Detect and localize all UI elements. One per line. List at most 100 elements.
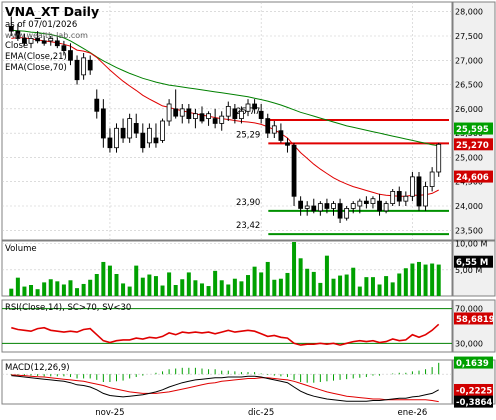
macd-panel-frame bbox=[1, 359, 453, 405]
macd-line bbox=[11, 375, 439, 402]
candle-body bbox=[416, 176, 422, 207]
volume-bar bbox=[232, 278, 237, 296]
candle-body bbox=[298, 200, 304, 209]
volume-bar bbox=[193, 280, 198, 296]
candle-body bbox=[357, 200, 363, 207]
volume-bar bbox=[134, 265, 139, 296]
volume-bar bbox=[199, 283, 204, 296]
price-legend-entry: Close bbox=[5, 41, 28, 51]
candle-body bbox=[239, 110, 244, 119]
volume-bar bbox=[331, 278, 336, 296]
volume-bar bbox=[324, 255, 329, 296]
volume-bar bbox=[436, 264, 441, 296]
x-axis-tick-label: nov-25 bbox=[95, 408, 124, 418]
candle-body bbox=[107, 137, 113, 149]
volume-bar bbox=[305, 268, 310, 296]
candle-body bbox=[140, 132, 146, 149]
rsi-badge bbox=[454, 312, 493, 325]
volume-bar bbox=[140, 277, 145, 296]
price-badge-label: 25,270 bbox=[456, 141, 489, 151]
level-label: 23,42 bbox=[236, 221, 260, 231]
candle-body bbox=[370, 198, 376, 204]
volume-bar bbox=[94, 274, 99, 296]
candle-body bbox=[127, 118, 133, 139]
candle-body bbox=[271, 125, 277, 134]
volume-bar bbox=[35, 289, 40, 296]
volume-bar bbox=[285, 272, 290, 296]
candle-body bbox=[173, 108, 179, 117]
volume-bar bbox=[9, 288, 14, 296]
candle-body bbox=[166, 103, 172, 122]
candle-body bbox=[22, 38, 27, 44]
candle-body bbox=[206, 113, 211, 119]
candle-body bbox=[383, 203, 389, 212]
rsi-line bbox=[11, 323, 440, 346]
price-axis-tick-label: 28,000 bbox=[455, 8, 483, 17]
candle-body bbox=[160, 120, 165, 141]
price-badge-label: 25,595 bbox=[456, 125, 489, 135]
volume-bar bbox=[55, 281, 60, 296]
candle-body bbox=[193, 113, 198, 119]
candle-body bbox=[41, 40, 47, 44]
candle-body bbox=[252, 103, 257, 110]
candle-body bbox=[377, 200, 382, 212]
price-axis-tick-label: 24,000 bbox=[455, 202, 483, 211]
price-badge bbox=[454, 170, 493, 183]
candle-body bbox=[114, 127, 119, 149]
candle-body bbox=[54, 40, 60, 47]
volume-bar bbox=[81, 283, 86, 296]
x-axis-tick-label: dic-25 bbox=[248, 408, 274, 418]
macd-badge-label: -0,3864 bbox=[456, 398, 492, 408]
watermark: www.wealth-lab.com bbox=[5, 31, 88, 40]
candle-body bbox=[350, 203, 356, 209]
candle-body bbox=[304, 205, 310, 209]
volume-axis-tick-label: 10,00 M bbox=[455, 240, 487, 249]
price-badge bbox=[454, 122, 493, 135]
candle-body bbox=[232, 108, 238, 119]
candle-body bbox=[311, 205, 317, 212]
volume-axis-tick-label: 5,00 M bbox=[455, 266, 482, 275]
volume-bar bbox=[292, 242, 297, 296]
macd-badge bbox=[454, 383, 493, 396]
volume-bar bbox=[416, 261, 421, 296]
volume-bar bbox=[423, 264, 428, 296]
volume-bar bbox=[377, 284, 382, 296]
price-axis-tick-label: 27,000 bbox=[455, 56, 483, 65]
volume-bar bbox=[180, 279, 185, 296]
candle-body bbox=[363, 200, 369, 204]
volume-badge bbox=[454, 255, 493, 268]
volume-bar bbox=[88, 279, 93, 296]
ema21-line bbox=[11, 36, 439, 197]
volume-bar bbox=[167, 272, 172, 296]
x-axis-tick-label: ene-26 bbox=[398, 408, 428, 418]
candle-body bbox=[337, 203, 343, 219]
level-label: 23,90 bbox=[236, 198, 260, 208]
volume-bar bbox=[246, 275, 251, 296]
ema70-line bbox=[11, 29, 439, 147]
volume-bar bbox=[160, 285, 165, 296]
candle-body bbox=[81, 57, 87, 76]
volume-bar bbox=[278, 278, 283, 296]
volume-bar bbox=[114, 274, 119, 296]
candle-body bbox=[212, 118, 218, 124]
level-label: 25,29 bbox=[236, 130, 260, 140]
volume-bar bbox=[213, 270, 218, 296]
volume-bar bbox=[206, 286, 211, 296]
volume-bar bbox=[22, 286, 27, 296]
candle-body bbox=[225, 106, 231, 117]
price-axis-tick-label: 23,500 bbox=[455, 226, 483, 235]
rsi-badge-label: 58,6819 bbox=[456, 315, 495, 325]
volume-bar bbox=[403, 268, 408, 296]
candle-body bbox=[35, 38, 40, 42]
price-axis-tick-label: 26,500 bbox=[455, 81, 483, 90]
macd-title: MACD(12,26,9) bbox=[5, 363, 70, 373]
price-axis-tick-label: 26,000 bbox=[455, 105, 483, 114]
volume-bar bbox=[107, 265, 112, 296]
candle-body bbox=[68, 50, 73, 61]
volume-bar bbox=[318, 282, 323, 296]
price-badge-label: 24,606 bbox=[456, 173, 489, 183]
candle-body bbox=[245, 103, 251, 112]
candle-body bbox=[100, 108, 106, 139]
